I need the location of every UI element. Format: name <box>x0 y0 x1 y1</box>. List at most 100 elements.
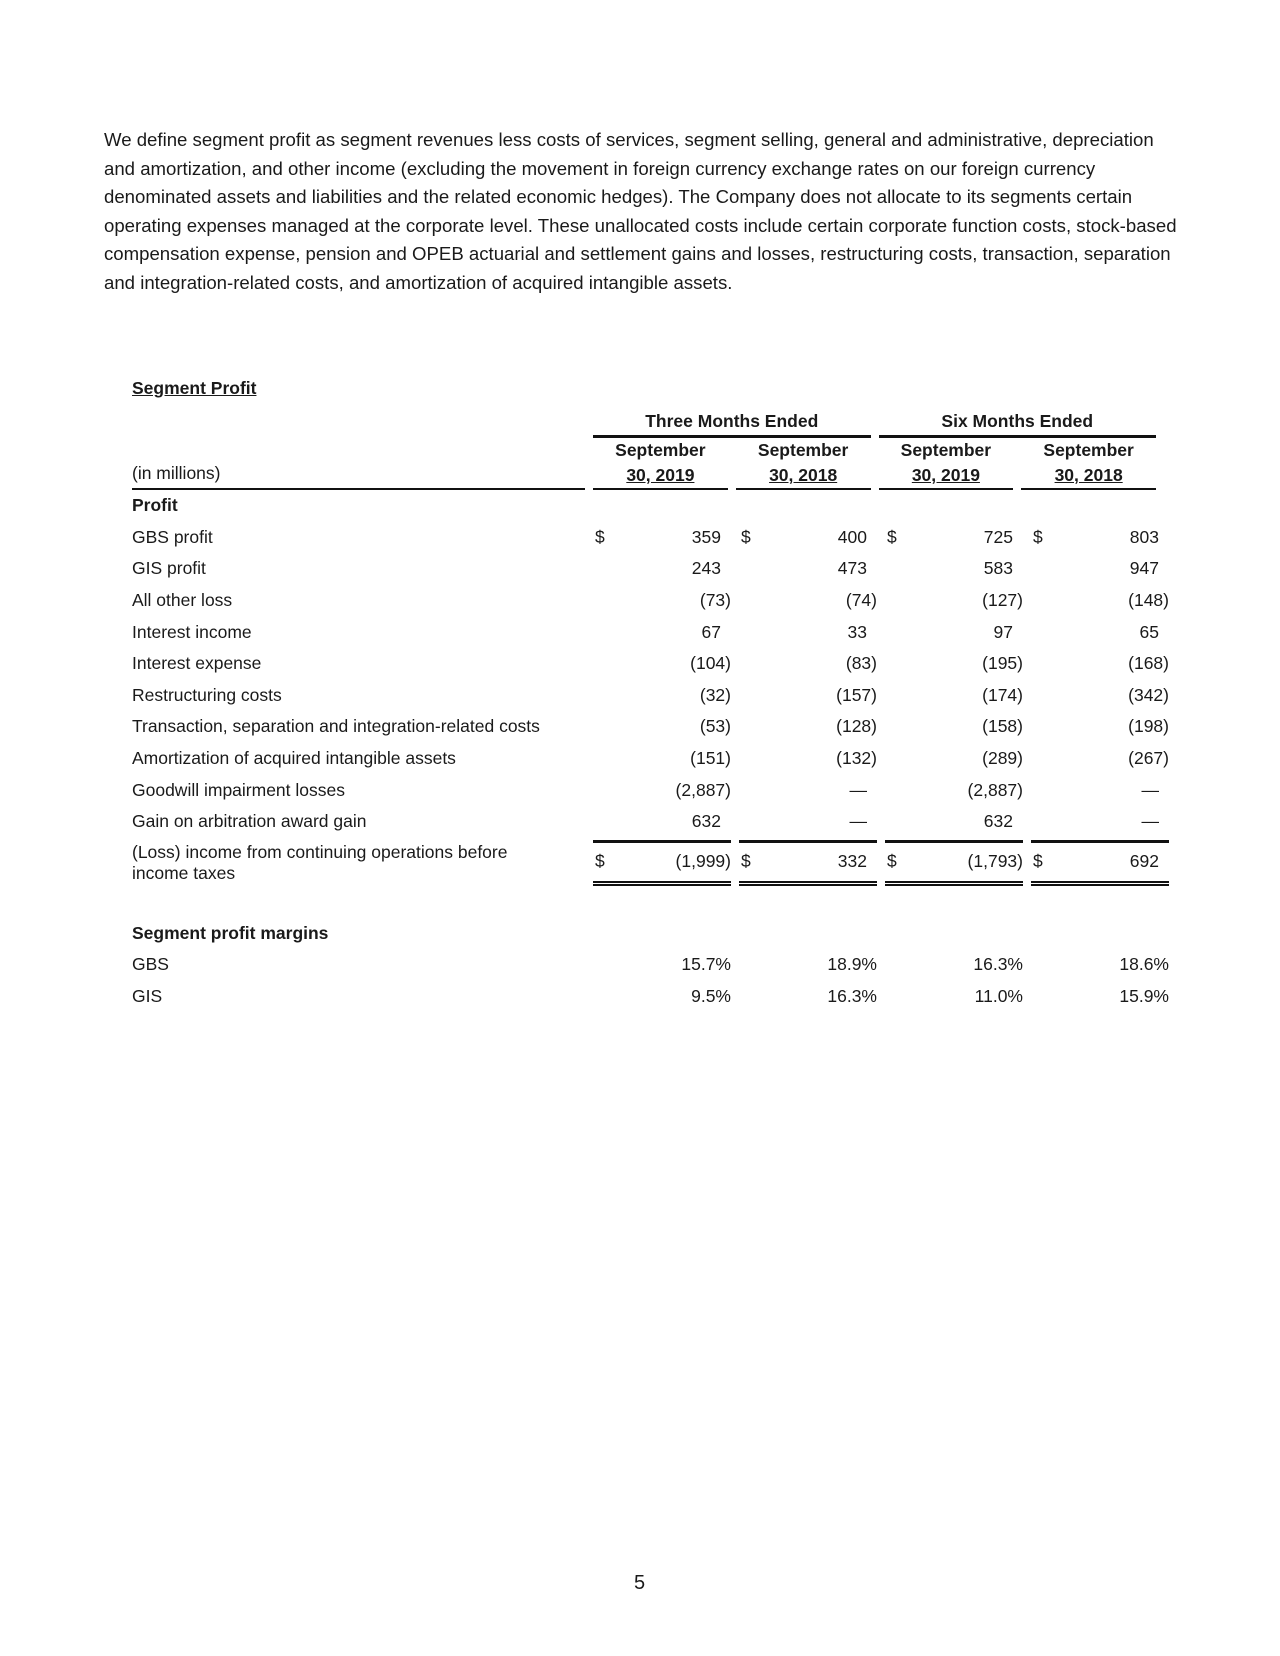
column-month: September <box>615 440 706 460</box>
table-cell: (148) <box>1031 590 1169 611</box>
cell-value: 15.9% <box>1119 986 1169 1007</box>
cell-value: 33 <box>847 621 867 642</box>
row-label: Gain on arbitration award gain <box>132 811 367 832</box>
table-row: Interest income 67 33 97 65 <box>132 616 1159 648</box>
currency-symbol <box>739 811 741 832</box>
table-cell: (267) <box>1031 748 1169 769</box>
intro-paragraph: We define segment profit as segment reve… <box>104 129 1177 293</box>
currency-symbol <box>593 685 595 706</box>
table-cell: (158) <box>885 716 1023 737</box>
table-cell: 97 <box>885 622 1023 643</box>
currency-symbol <box>739 653 741 674</box>
cell-value: (151) <box>690 748 731 769</box>
table-cell: (289) <box>885 748 1023 769</box>
cell-value: 11.0% <box>974 986 1023 1007</box>
row-label: GIS <box>132 986 163 1007</box>
table-cell: 947 <box>1031 558 1169 579</box>
cell-value: (104) <box>690 653 731 674</box>
column-month: September <box>757 440 849 460</box>
table-cell: — <box>739 811 877 832</box>
column-date: 30, 2018 <box>769 465 838 485</box>
table-cell: 243 <box>593 558 731 579</box>
table-cell: 632 <box>593 811 731 832</box>
table-cell: (74) <box>739 590 877 611</box>
cell-value: (158) <box>982 716 1023 737</box>
currency-symbol <box>1031 590 1033 611</box>
table-row: Gain on arbitration award gain 632 — 632 — <box>132 806 1159 838</box>
cell-value: 725 <box>983 526 1013 547</box>
row-label: GIS profit <box>132 558 206 579</box>
column-date: 30, 2019 <box>911 465 980 485</box>
cell-value: 583 <box>983 558 1013 579</box>
cell-value: (53) <box>699 716 731 737</box>
column-month: September <box>900 440 992 460</box>
cell-value: (2,887) <box>967 779 1023 800</box>
section-heading-profit: Profit <box>132 495 178 516</box>
cell-value: (267) <box>1128 748 1169 769</box>
currency-symbol <box>885 716 887 737</box>
currency-symbol <box>739 986 741 1007</box>
currency-symbol <box>739 590 741 611</box>
column-header: September 30, 2018 <box>735 438 871 490</box>
currency-symbol <box>1031 622 1033 643</box>
cell-value: (127) <box>982 590 1023 611</box>
currency-symbol <box>1031 716 1033 737</box>
row-label: GBS profit <box>132 526 213 547</box>
currency-symbol <box>739 954 741 975</box>
currency-symbol <box>593 558 595 579</box>
currency-symbol <box>885 653 887 674</box>
table-cell: (73) <box>593 590 731 611</box>
table-cell: $692 <box>1031 839 1169 886</box>
table-cell: 473 <box>739 558 877 579</box>
currency-symbol <box>885 780 887 801</box>
table-row: Amortization of acquired intangible asse… <box>132 743 1169 775</box>
currency-symbol <box>739 780 741 801</box>
row-label: Amortization of acquired intangible asse… <box>132 748 456 769</box>
table-row: Restructuring costs (32) (157) (174) (342) <box>132 680 1169 712</box>
table-cell: $359 <box>593 527 731 548</box>
column-header: September 30, 2018 <box>1021 438 1156 490</box>
currency-symbol <box>885 590 887 611</box>
table-cell: 16.3% <box>885 954 1023 975</box>
cell-value: 473 <box>837 558 867 579</box>
table-cell: (32) <box>593 685 731 706</box>
table-cell: $803 <box>1031 527 1169 548</box>
cell-value: (174) <box>982 684 1023 705</box>
cell-value: 9.5% <box>691 986 731 1007</box>
row-label: Interest income <box>132 621 252 642</box>
currency-symbol <box>885 954 887 975</box>
cell-value: (128) <box>836 716 877 737</box>
row-label: Restructuring costs <box>132 684 282 705</box>
currency-symbol: $ <box>1033 851 1043 872</box>
currency-symbol <box>1031 954 1033 975</box>
table-cell: 67 <box>593 622 731 643</box>
cell-value: (168) <box>1128 653 1169 674</box>
cell-value: 16.3% <box>973 954 1023 975</box>
table-cell: 632 <box>885 811 1023 832</box>
cell-value: 65 <box>1139 621 1159 642</box>
currency-symbol <box>1031 685 1033 706</box>
currency-symbol <box>885 622 887 643</box>
table-cell: (127) <box>885 590 1023 611</box>
cell-value: — <box>849 779 868 800</box>
table-cell: 11.0% <box>885 986 1023 1007</box>
segment-profit-table: Three Months Ended Six Months Ended (in … <box>132 404 1169 1012</box>
table-cell: — <box>739 780 877 801</box>
table-cell: (198) <box>1031 716 1169 737</box>
cell-value: (198) <box>1128 716 1169 737</box>
total-label: (Loss) income from continuing operations… <box>132 841 508 883</box>
cell-value: (195) <box>982 653 1023 674</box>
table-cell: 16.3% <box>739 986 877 1007</box>
table-row: All other loss (73) (74) (127) (148) <box>132 585 1169 617</box>
table-cell: (104) <box>593 653 731 674</box>
currency-symbol <box>885 685 887 706</box>
cell-value: 18.6% <box>1119 954 1169 975</box>
currency-symbol <box>593 622 595 643</box>
table-row: Goodwill impairment losses (2,887) — (2,887… <box>132 774 1159 806</box>
cell-value: 359 <box>691 526 721 547</box>
cell-value: 632 <box>983 811 1013 832</box>
table-cell: $ (1,793) <box>885 839 1023 886</box>
table-cell: 65 <box>1031 622 1169 643</box>
cell-value: 67 <box>701 621 721 642</box>
currency-symbol <box>593 716 595 737</box>
